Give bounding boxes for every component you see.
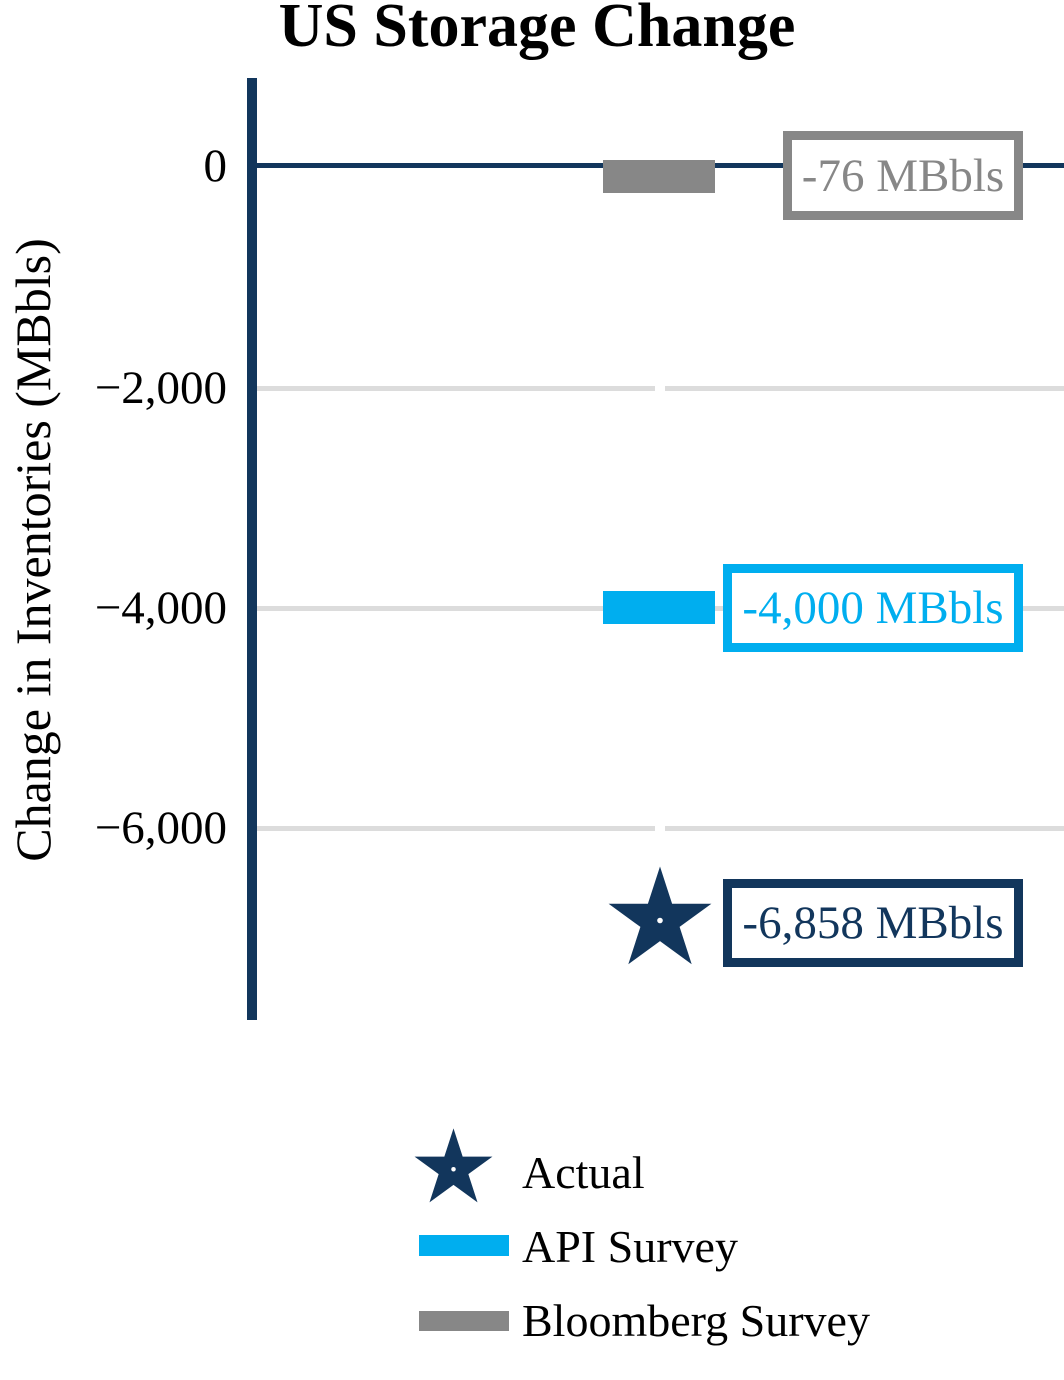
legend-label-api-survey: API Survey [522,1221,738,1272]
actual-star-icon [608,866,712,965]
api-survey-bar-marker [603,591,715,624]
star-shape [414,1128,493,1203]
gridline-segment [665,826,1064,831]
star-shape [608,866,712,965]
bloomberg-survey-value-label: -76 MBbls [783,131,1023,220]
chart-title: US Storage Change [278,0,796,60]
y-tick-label-0: 0 [203,140,228,192]
star-center-dot [657,917,663,924]
api-survey-value-label: -4,000 MBbls [723,564,1023,652]
legend-label-actual: Actual [522,1147,645,1198]
gridline-segment [257,606,655,611]
y-tick-label-4000: −4,000 [94,582,227,634]
y-axis-spine [247,78,257,1020]
bloomberg-survey-bar-marker [603,160,715,193]
gridline-segment [257,826,655,831]
y-tick-label-6000: −6,000 [94,802,227,854]
gridline-segment [665,386,1064,391]
legend-star-icon [414,1128,493,1203]
y-tick-label-2000: −2,000 [94,362,227,414]
legend-api-survey-swatch [419,1235,509,1256]
legend-label-bloomberg-survey: Bloomberg Survey [522,1295,870,1346]
legend-bloomberg-survey-swatch [419,1311,509,1331]
gridline-segment [257,386,655,391]
actual-value-label: -6,858 MBbls [723,879,1023,967]
star-center-dot [451,1167,456,1172]
